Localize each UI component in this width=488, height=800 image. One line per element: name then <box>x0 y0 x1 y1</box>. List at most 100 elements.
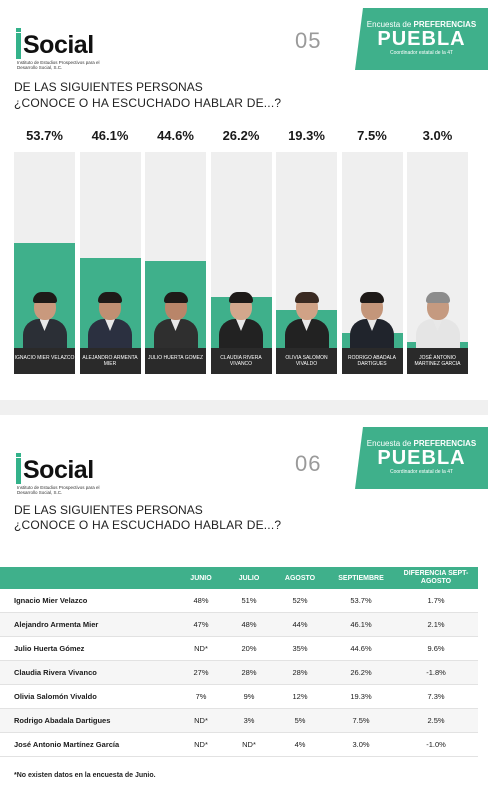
value-cell: 2.5% <box>427 716 445 725</box>
value-cell: 44.6% <box>350 644 372 653</box>
candidate-name-label: IGNACIO MIER VELAZCO <box>14 348 75 374</box>
bar-column: 26.2% CLAUDIA RIVERA VIVANCO <box>210 128 272 374</box>
table-header: JUNIO JULIO AGOSTO SEPTIEMBRE DIFERENCIA… <box>0 567 478 589</box>
badge-title: PUEBLA <box>377 28 466 50</box>
value-cell: 28% <box>292 668 308 677</box>
logo-text: Social <box>23 31 94 59</box>
candidate-name-cell: Julio Huerta Gómez <box>14 644 85 653</box>
logo-mark-icon <box>16 28 21 59</box>
badge-keyword: PREFERENCIAS <box>413 439 477 448</box>
candidate-name-label: CLAUDIA RIVERA VIVANCO <box>210 348 272 374</box>
value-cell: 3.0% <box>352 740 370 749</box>
candidate-photo <box>413 292 463 348</box>
value-cell: -1.0% <box>426 740 446 749</box>
value-cell: 52% <box>292 596 308 605</box>
value-cell: 1.7% <box>427 596 445 605</box>
logo-mark-icon <box>16 453 21 484</box>
logo-subtitle: Instituto de Estudios Prospectivos para … <box>17 60 100 70</box>
survey-badge: Encuesta de PREFERENCIAS PUEBLA Coordina… <box>355 427 488 489</box>
candidate-photo <box>151 292 201 348</box>
value-cell: 28% <box>241 668 257 677</box>
value-cell: ND* <box>242 740 256 749</box>
candidate-photo <box>20 292 70 348</box>
table-row: Rodrigo Abadala Dartigues ND* 3% 5% 7.5% 2.5% <box>0 709 478 733</box>
value-cell: 7.3% <box>427 692 445 701</box>
value-cell: 27% <box>193 668 209 677</box>
candidate-name-label: JULIO HUERTA GOMEZ <box>145 348 206 374</box>
question-line-1: DE LAS SIGUIENTES PERSONAS <box>14 503 203 517</box>
table-body: Ignacio Mier Velazco 48% 51% 52% 53.7% 1.7% Al… <box>0 589 478 757</box>
value-cell: 12% <box>292 692 308 701</box>
candidate-name-label: ALEJANDRO ARMENTA MIER <box>79 348 141 374</box>
value-cell: 46.1% <box>350 620 372 629</box>
awareness-trend-table: JUNIO JULIO AGOSTO SEPTIEMBRE DIFERENCIA… <box>0 567 478 757</box>
bar-column: 44.6% JULIO HUERTA GOMEZ <box>145 128 206 374</box>
bar-value-label: 46.1% <box>91 128 129 143</box>
candidate-name-cell: José Antonio Martínez García <box>14 740 120 749</box>
bar-value-label: 26.2% <box>222 128 260 143</box>
bar-value-label: 53.7% <box>26 128 63 143</box>
candidate-name-cell: Claudia Rivera Vivanco <box>14 668 97 677</box>
badge-title: PUEBLA <box>377 447 466 469</box>
value-cell: 2.1% <box>427 620 445 629</box>
value-cell: 26.2% <box>350 668 372 677</box>
badge-subtitle: Coordinador estatal de la 4T <box>389 469 454 475</box>
badge-prefix: Encuesta de <box>366 20 414 29</box>
header-septiembre: SEPTIEMBRE <box>338 574 384 582</box>
value-cell: -1.8% <box>426 668 446 677</box>
value-cell: 4% <box>294 740 306 749</box>
slide-separator <box>0 400 488 415</box>
value-cell: 19.3% <box>350 692 372 701</box>
table-row: José Antonio Martínez García ND* ND* 4% 3.0%… <box>0 733 478 757</box>
bar-column: 53.7% IGNACIO MIER VELAZCO <box>14 128 75 374</box>
logo-text: Social <box>23 456 94 484</box>
header-agosto: AGOSTO <box>284 574 316 582</box>
slide-06: Social Instituto de Estudios Prospectivo… <box>0 415 488 800</box>
value-cell: 51% <box>241 596 257 605</box>
slide-05: Social Instituto de Estudios Prospectivo… <box>14 8 488 374</box>
bar-track <box>407 152 468 348</box>
awareness-bar-chart: 53.7% IGNACIO MIER VELAZCO 46.1% ALEJANDRO … <box>14 128 470 374</box>
header-julio: JULIO <box>238 574 260 582</box>
value-cell: 5% <box>294 716 306 725</box>
logo-subtitle: Instituto de Estudios Prospectivos para … <box>17 485 100 495</box>
slide-number: 06 <box>295 451 322 476</box>
bar-track <box>79 152 141 348</box>
isocial-logo: Social <box>16 453 94 485</box>
candidate-photo <box>216 292 266 348</box>
value-cell: 3% <box>243 716 255 725</box>
header-diferencia: DIFERENCIA SEPT-AGOSTO <box>403 570 469 585</box>
bar-track <box>276 152 337 348</box>
candidate-photo <box>282 292 332 348</box>
isocial-logo: Social <box>16 28 94 60</box>
bar-column: 7.5% RODRIGO ABADALA DARTIGUES <box>341 128 403 374</box>
badge-subtitle: Coordinador estatal de la 4T <box>389 50 454 56</box>
value-cell: 9.6% <box>427 644 445 653</box>
value-cell: 48% <box>241 620 257 629</box>
badge-keyword: PREFERENCIAS <box>413 20 477 29</box>
value-cell: ND* <box>194 740 208 749</box>
value-cell: 7.5% <box>352 716 370 725</box>
bar-column: 46.1% ALEJANDRO ARMENTA MIER <box>79 128 141 374</box>
value-cell: 35% <box>292 644 308 653</box>
table-row: Alejandro Armenta Mier 47% 48% 44% 46.1% 2.1% <box>0 613 478 637</box>
bar-track <box>210 152 272 348</box>
badge-prefix: Encuesta de <box>366 439 414 448</box>
question-line-1: DE LAS SIGUIENTES PERSONAS <box>14 80 203 94</box>
bar-value-label: 7.5% <box>357 128 387 143</box>
question-line-2: ¿CONOCE O HA ESCUCHADO HABLAR DE...? <box>14 96 282 110</box>
slide-number: 05 <box>295 28 322 53</box>
bar-value-label: 44.6% <box>157 128 194 143</box>
candidate-name-cell: Rodrigo Abadala Dartigues <box>14 716 111 725</box>
candidate-name-cell: Alejandro Armenta Mier <box>14 620 99 629</box>
candidate-name-label: JOSÉ ANTONIO MARTINEZ GARCIA <box>407 348 468 374</box>
bar-track <box>341 152 403 348</box>
table-row: Ignacio Mier Velazco 48% 51% 52% 53.7% 1.7% <box>0 589 478 613</box>
value-cell: 44% <box>292 620 308 629</box>
candidate-photo <box>85 292 135 348</box>
value-cell: 20% <box>241 644 257 653</box>
candidate-photo <box>347 292 397 348</box>
bar-column: 3.0% JOSÉ ANTONIO MARTINEZ GARCIA <box>407 128 468 374</box>
bar-track <box>145 152 206 348</box>
question-line-2: ¿CONOCE O HA ESCUCHADO HABLAR DE...? <box>14 518 282 532</box>
